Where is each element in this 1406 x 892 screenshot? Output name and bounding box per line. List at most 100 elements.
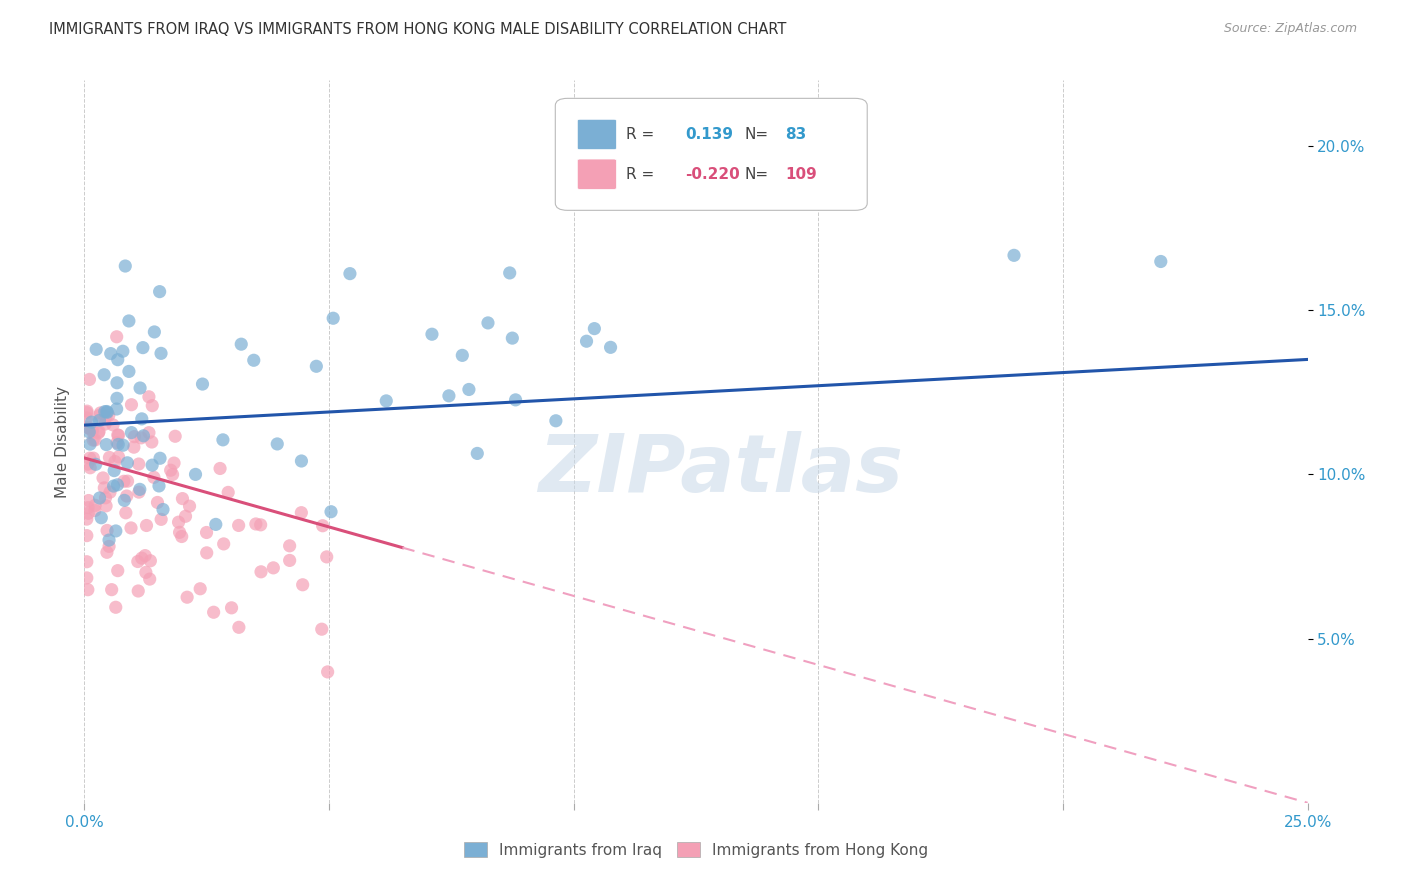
Point — [79, 437, 101, 451]
FancyBboxPatch shape — [555, 98, 868, 211]
Point — [217, 485, 239, 500]
Point — [202, 605, 225, 619]
Point — [575, 334, 598, 349]
Point — [138, 572, 160, 586]
Point — [451, 348, 474, 362]
Point — [98, 533, 121, 547]
Point — [112, 475, 135, 489]
Point — [124, 430, 146, 444]
Point — [98, 450, 121, 465]
Point — [77, 425, 100, 439]
Point — [76, 411, 98, 425]
Point — [76, 420, 98, 434]
Legend: Immigrants from Iraq, Immigrants from Hong Kong: Immigrants from Iraq, Immigrants from Ho… — [457, 836, 935, 863]
Point — [96, 545, 118, 559]
Point — [111, 344, 134, 359]
Point — [138, 425, 160, 440]
Text: 83: 83 — [786, 127, 807, 142]
Point — [89, 409, 111, 423]
Point — [121, 398, 143, 412]
Point — [1150, 254, 1173, 268]
Point — [120, 425, 142, 440]
Point — [138, 390, 160, 404]
Point — [212, 537, 235, 551]
Point — [146, 495, 169, 509]
Point — [87, 425, 110, 439]
Point — [101, 417, 124, 432]
Point — [107, 352, 129, 367]
Point — [316, 665, 339, 679]
Point — [139, 554, 162, 568]
Point — [107, 428, 129, 442]
Point — [104, 524, 127, 538]
Point — [172, 491, 194, 506]
Point — [79, 421, 101, 435]
Point — [242, 353, 264, 368]
Point — [134, 549, 156, 563]
Point — [128, 485, 150, 500]
Point — [191, 377, 214, 392]
Point — [94, 499, 117, 513]
Point — [150, 512, 173, 526]
Point — [77, 500, 100, 515]
Point — [89, 406, 111, 420]
Point — [477, 316, 499, 330]
Point — [94, 409, 117, 424]
Point — [311, 518, 333, 533]
FancyBboxPatch shape — [578, 120, 616, 150]
Point — [127, 555, 149, 569]
Point — [142, 470, 165, 484]
Point — [131, 551, 153, 566]
Point — [188, 582, 211, 596]
Point — [176, 591, 198, 605]
Text: N=: N= — [745, 127, 769, 142]
Point — [148, 479, 170, 493]
Point — [94, 405, 117, 419]
Point — [311, 622, 333, 636]
Point — [149, 285, 172, 299]
Point — [499, 266, 522, 280]
Point — [165, 429, 187, 443]
Point — [262, 561, 284, 575]
Point — [174, 509, 197, 524]
Point — [94, 417, 117, 431]
Text: R =: R = — [626, 127, 655, 142]
Point — [105, 330, 128, 344]
Point — [98, 485, 121, 500]
Point — [322, 311, 344, 326]
Point — [103, 479, 125, 493]
Point — [117, 456, 139, 470]
Point — [105, 402, 128, 417]
Point — [80, 415, 103, 429]
Point — [152, 502, 174, 516]
Point — [96, 524, 118, 538]
Point — [112, 493, 135, 508]
Point — [112, 438, 135, 452]
Point — [98, 540, 121, 554]
Point — [79, 451, 101, 466]
Point — [107, 428, 129, 442]
Point — [76, 555, 98, 569]
Point — [93, 368, 115, 382]
Point — [149, 451, 172, 466]
Point — [84, 343, 107, 357]
Point — [150, 346, 173, 360]
Point — [96, 404, 118, 418]
Point — [84, 433, 107, 447]
Point — [141, 458, 163, 472]
Point — [179, 499, 201, 513]
Point — [94, 491, 117, 505]
Text: 109: 109 — [786, 167, 817, 182]
Point — [135, 566, 157, 580]
Point — [128, 457, 150, 471]
Point — [291, 578, 314, 592]
Point — [141, 435, 163, 450]
Text: ZIPatlas: ZIPatlas — [538, 432, 903, 509]
Point — [375, 393, 398, 408]
Point — [278, 553, 301, 567]
Text: 0.139: 0.139 — [685, 127, 733, 142]
Point — [96, 437, 118, 451]
Point — [170, 529, 193, 543]
Point — [195, 546, 218, 560]
Point — [76, 406, 98, 420]
